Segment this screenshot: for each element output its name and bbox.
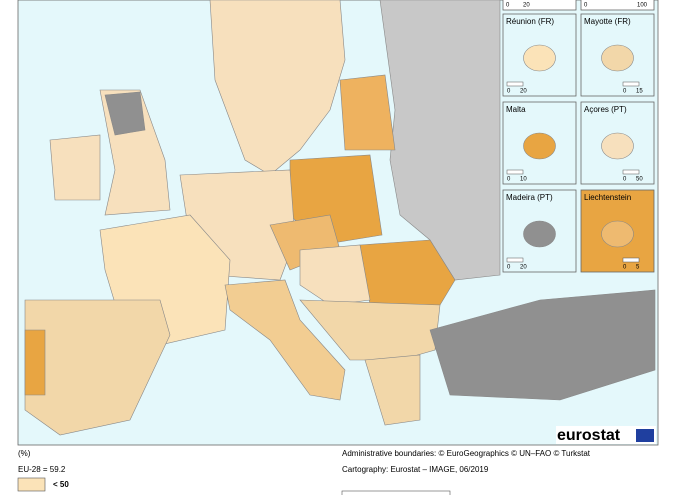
turkey xyxy=(429,289,656,401)
logo-box xyxy=(556,426,656,444)
inset-land xyxy=(523,132,556,160)
inset-scale-label: 50 xyxy=(636,177,643,183)
inset-box xyxy=(502,0,577,11)
inset-land xyxy=(601,44,634,72)
credit: Cartography: Eurostat – IMAGE, 06/2019 xyxy=(342,465,489,474)
inset-land xyxy=(523,44,556,72)
inset-scale-bar xyxy=(622,169,640,175)
inset-scale-label: 0 xyxy=(623,89,627,95)
inset-label: Liechtenstein xyxy=(584,193,631,202)
iberia xyxy=(24,299,171,436)
inset-land xyxy=(601,220,634,248)
inset-scale-label: 0 xyxy=(584,3,588,9)
inset-scale-label: 0 xyxy=(506,3,510,9)
inset-scale-bar xyxy=(506,81,524,87)
inset-label: Mayotte (FR) xyxy=(584,17,631,26)
greece xyxy=(364,354,421,426)
italy xyxy=(224,279,346,401)
legend-class: < 50 xyxy=(53,480,69,489)
inset-scale-label: 5 xyxy=(636,265,640,271)
portugal-coast xyxy=(24,329,46,396)
inset-scale-label: 20 xyxy=(523,3,530,9)
bottom-scale xyxy=(341,490,451,498)
map-land xyxy=(24,0,656,436)
inset-scale-bar xyxy=(622,81,640,87)
inset-scale-bar xyxy=(506,169,524,175)
inset-scale-label: 0 xyxy=(507,89,511,95)
inset-land xyxy=(523,220,556,248)
inset-scale-label: 15 xyxy=(636,89,643,95)
legend-unit: (%) xyxy=(18,449,31,458)
inset-label: Réunion (FR) xyxy=(506,17,554,26)
baltics xyxy=(339,74,396,151)
inset-scale-label: 20 xyxy=(520,89,527,95)
scotland-highlands xyxy=(104,91,146,136)
ireland xyxy=(49,134,101,201)
inset-scale-label: 20 xyxy=(520,265,527,271)
scandinavia xyxy=(209,0,346,176)
inset-box xyxy=(580,0,655,11)
inset-scale-label: 0 xyxy=(623,177,627,183)
inset-scale-label: 0 xyxy=(507,265,511,271)
inset-scale-bar xyxy=(622,257,640,263)
inset-scale-label: 10 xyxy=(520,177,527,183)
inset-box xyxy=(580,13,655,97)
credit: Administrative boundaries: © EuroGeograp… xyxy=(342,449,591,458)
inset-scale-label: 0 xyxy=(623,265,627,271)
inset-scale-bar xyxy=(506,257,524,263)
inset-label: Malta xyxy=(506,105,526,114)
eu-flag xyxy=(636,429,654,442)
inset-scale-label: 0 xyxy=(507,177,511,183)
logo: eurostat xyxy=(557,427,621,444)
inset-label: Açores (PT) xyxy=(584,105,627,114)
legend-average: EU-28 = 59.2 xyxy=(18,465,66,474)
legend-swatch xyxy=(17,477,46,492)
inset-scale-label: 100 xyxy=(637,3,648,9)
inset-land xyxy=(601,132,634,160)
inset-label: Madeira (PT) xyxy=(506,193,553,202)
